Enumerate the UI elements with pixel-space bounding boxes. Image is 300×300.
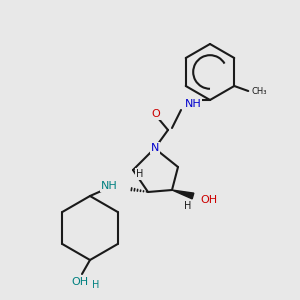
Text: OH: OH: [71, 277, 88, 287]
Text: O: O: [152, 109, 160, 119]
Text: OH: OH: [200, 195, 217, 205]
Text: NH: NH: [101, 181, 118, 191]
Polygon shape: [172, 190, 194, 199]
Text: H: H: [184, 201, 192, 211]
Text: H: H: [136, 169, 144, 179]
Text: CH₃: CH₃: [251, 86, 267, 95]
Text: NH: NH: [184, 99, 201, 109]
Text: H: H: [92, 280, 100, 290]
Text: N: N: [151, 143, 159, 153]
